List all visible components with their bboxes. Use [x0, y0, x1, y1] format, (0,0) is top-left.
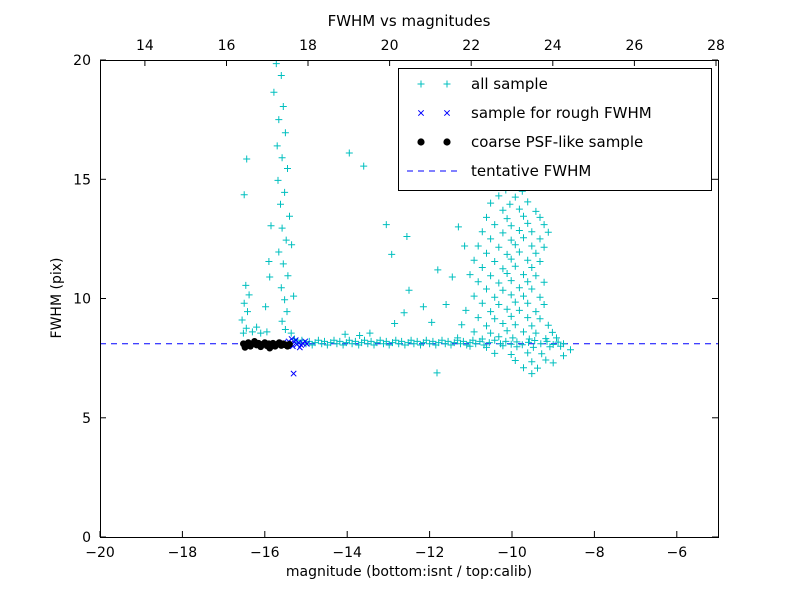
y-axis-ticks: [100, 59, 718, 538]
x-tick-label: −20: [85, 545, 115, 561]
y-tick-label: 10: [73, 292, 91, 308]
legend-label: tentative FWHM: [471, 162, 591, 180]
y-axis-tick-labels: 0 5 10 15 20: [73, 53, 91, 546]
x-tick-label: −10: [497, 545, 527, 561]
top-tick-label: 22: [462, 38, 480, 54]
y-tick-label: 5: [82, 411, 91, 427]
series-coarse-psf-like-sample: [240, 338, 293, 352]
legend-label: sample for rough FWHM: [471, 104, 652, 122]
top-tick-label: 16: [218, 38, 236, 54]
legend-label: coarse PSF-like sample: [471, 133, 643, 151]
x-tick-label: −12: [415, 545, 445, 561]
legend: all sample sample for rough FWHM coarse PS…: [398, 68, 712, 191]
series-all-sample: [238, 60, 574, 378]
x-axis-top-tick-labels: 14 16 18 20 22 24 26 28: [136, 38, 725, 54]
top-tick-label: 28: [707, 38, 725, 54]
x-tick-label: −18: [168, 545, 198, 561]
x-tick-label: −14: [332, 545, 362, 561]
chart-title: FWHM vs magnitudes: [327, 12, 491, 30]
top-tick-label: 18: [299, 38, 317, 54]
legend-label: all sample: [471, 75, 548, 93]
x-axis-label: magnitude (bottom:isnt / top:calib): [285, 564, 533, 580]
x-tick-label: −8: [584, 545, 605, 561]
x-tick-label: −16: [250, 545, 280, 561]
top-tick-label: 14: [136, 38, 154, 54]
y-tick-label: 20: [73, 53, 91, 69]
legend-box: [398, 68, 712, 191]
top-tick-label: 20: [381, 38, 399, 54]
x-axis-bottom-ticks: [99, 531, 678, 537]
y-tick-label: 0: [82, 530, 91, 546]
x-axis-top-ticks: [144, 60, 717, 66]
y-tick-label: 15: [73, 172, 91, 188]
top-tick-label: 26: [625, 38, 643, 54]
x-tick-label: −6: [666, 545, 687, 561]
x-axis-bottom-tick-labels: −20 −18 −16 −14 −12 −10 −8 −6: [85, 545, 687, 561]
top-tick-label: 24: [544, 38, 562, 54]
